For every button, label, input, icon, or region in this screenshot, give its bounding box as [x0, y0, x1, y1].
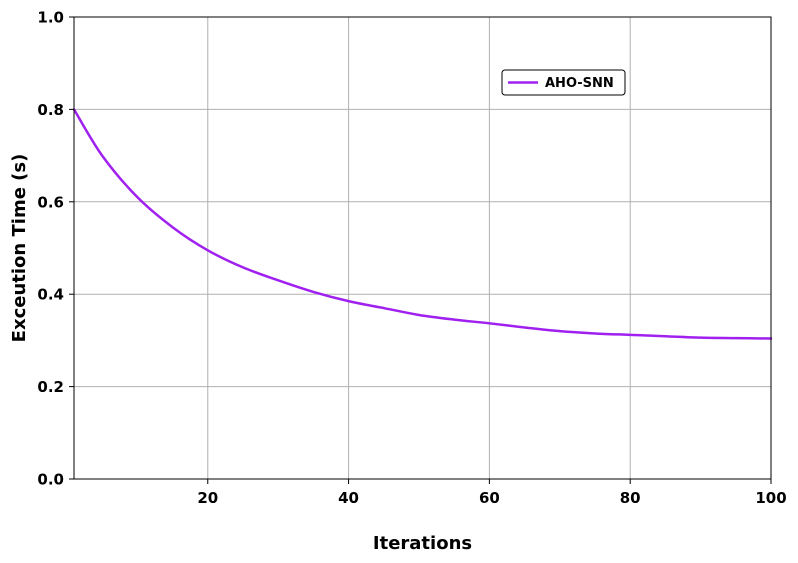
x-tick-label: 80: [620, 489, 641, 507]
y-axis-title: Exceution Time (s): [9, 154, 30, 343]
x-axis: 20 40 60 80 100: [197, 479, 787, 507]
x-tick-label: 60: [479, 489, 500, 507]
legend-label: AHO-SNN: [545, 76, 614, 91]
y-tick-label: 0.4: [37, 286, 64, 304]
y-tick-label: 0.6: [37, 193, 64, 211]
y-tick-label: 0.0: [37, 471, 64, 489]
x-tick-label: 100: [755, 489, 786, 507]
series-group: [72, 108, 773, 340]
x-tick-label: 20: [197, 489, 218, 507]
series-line-aho-snn: [72, 108, 773, 340]
plot-background: [74, 17, 771, 479]
y-tick-label: 1.0: [37, 9, 64, 27]
x-tick-label: 40: [338, 489, 359, 507]
plot-frame: [73, 16, 772, 480]
legend-box: [501, 69, 626, 96]
y-axis: 0.0 0.2 0.4 0.6 0.8 1.0: [37, 9, 74, 489]
x-axis-title: Iterations: [373, 533, 472, 554]
y-tick-label: 0.2: [37, 378, 64, 396]
legend: AHO-SNN: [501, 69, 626, 96]
y-tick-label: 0.8: [37, 101, 64, 119]
